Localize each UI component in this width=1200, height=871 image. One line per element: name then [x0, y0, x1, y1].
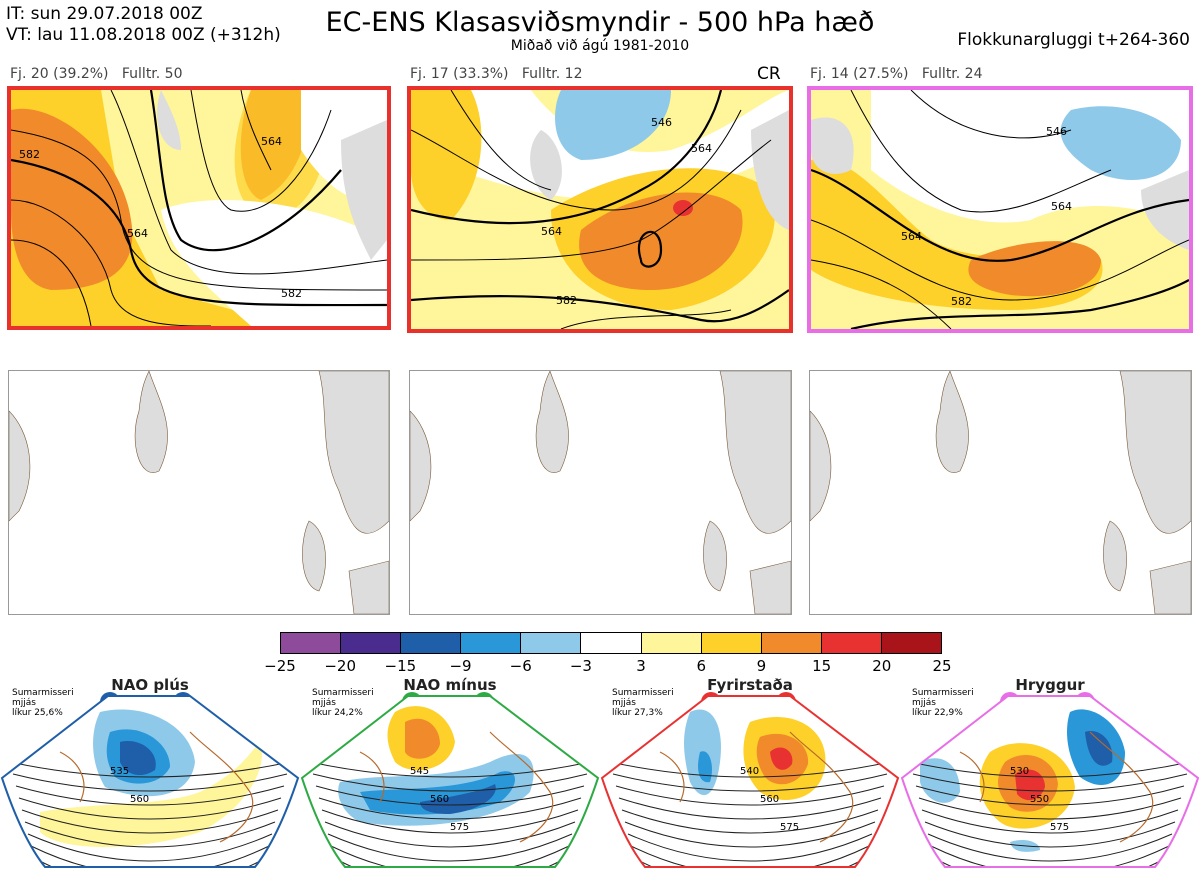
c1-contour-582: 582 — [19, 148, 40, 161]
regime-contour-label: 540 — [740, 766, 759, 777]
page-title: EC-ENS Klasasviðsmyndir - 500 hPa hæð — [325, 7, 875, 38]
regime-map: 535 560 — [0, 695, 300, 868]
regime-contour-label: 575 — [450, 822, 469, 833]
regime-contour-label: 560 — [130, 794, 149, 805]
colorbar-tick-label: 20 — [872, 657, 892, 675]
cluster-2-tag: CR — [757, 64, 781, 84]
regime-info: Sumarmisseri mjjás líkur 22,9% — [912, 688, 974, 718]
colorbar-tick-label: 3 — [636, 657, 646, 675]
regime-contour-label: 550 — [1030, 794, 1049, 805]
valid-time: VT: lau 11.08.2018 00Z (+312h) — [6, 25, 281, 45]
cluster-2-map-svg: 564 582 564 546 — [411, 90, 789, 329]
c1-contour-564b: 564 — [261, 135, 282, 148]
colorbar-swatch — [520, 633, 581, 653]
colorbar-swatch — [580, 633, 641, 653]
c1-contour-582b: 582 — [281, 287, 302, 300]
regime-contour-label: 560 — [430, 794, 449, 805]
c3-contour-564: 564 — [901, 230, 922, 243]
cluster-1-map-svg: 564 582 582 564 — [11, 90, 387, 326]
colorbar-swatch — [880, 633, 942, 653]
empty-map-2-svg — [410, 371, 791, 614]
regime-contour-label: 530 — [1010, 766, 1029, 777]
colorbar-swatch — [760, 633, 821, 653]
colorbar-tick-label: −9 — [449, 657, 472, 675]
colorbar-swatch — [640, 633, 701, 653]
regime-title: NAO mínus — [403, 676, 497, 694]
regime-contour-label: 545 — [410, 766, 429, 777]
regime-info: Sumarmisseri mjjás líkur 27,3% — [612, 688, 674, 718]
regime-info: Sumarmisseri mjjás líkur 25,6% — [12, 688, 74, 718]
empty-map-3-svg — [810, 371, 1191, 614]
c2-contour-546: 546 — [651, 116, 672, 129]
colorbar-tick-label: −3 — [569, 657, 592, 675]
init-time: IT: sun 29.07.2018 00Z — [6, 4, 203, 24]
cluster-1-label: Fj. 20 (39.2%) Fulltr. 50 — [10, 66, 183, 82]
regime-title: Hryggur — [1015, 676, 1085, 694]
empty-map-2 — [409, 370, 792, 615]
regime-title: Fyrirstaða — [707, 676, 793, 694]
cluster-3-map: 564 582 564 546 — [807, 86, 1193, 333]
regime-map: 540 560 575 — [600, 695, 900, 868]
colorbar-tick-label: −25 — [264, 657, 296, 675]
empty-map-1 — [8, 370, 390, 615]
regime-contour-label: 575 — [1050, 822, 1069, 833]
colorbar-swatch — [700, 633, 761, 653]
colorbar — [280, 632, 942, 654]
colorbar-tick-label: 15 — [812, 657, 832, 675]
c3-contour-546: 546 — [1046, 125, 1067, 138]
header-info: IT: sun 29.07.2018 00Z VT: lau 11.08.201… — [6, 4, 281, 46]
regime-contour-label: 575 — [780, 822, 799, 833]
empty-map-1-svg — [9, 371, 389, 614]
regime-title: NAO plús — [111, 676, 189, 694]
c2-contour-564: 564 — [541, 225, 562, 238]
colorbar-tick-label: −15 — [384, 657, 417, 675]
colorbar-tick-label: 25 — [932, 657, 952, 675]
c2-contour-564b: 564 — [691, 142, 712, 155]
cluster-2-label: Fj. 17 (33.3%) Fulltr. 12 — [410, 66, 583, 82]
c2-contour-582: 582 — [556, 294, 577, 307]
colorbar-tick-label: 6 — [696, 657, 707, 675]
colorbar-swatch — [281, 633, 341, 653]
page-subtitle: Miðað við ágú 1981-2010 — [510, 38, 690, 54]
empty-map-3 — [809, 370, 1192, 615]
colorbar-tick-label: 9 — [756, 657, 767, 675]
c1-contour-564: 564 — [127, 227, 148, 240]
cluster-3-label: Fj. 14 (27.5%) Fulltr. 24 — [810, 66, 983, 82]
cluster-1-map: 564 582 582 564 — [7, 86, 391, 330]
c3-contour-582: 582 — [951, 295, 972, 308]
regime-map: 545 560 575 — [300, 695, 600, 868]
colorbar-swatch — [820, 633, 881, 653]
regime-info: Sumarmisseri mjjás líkur 24,2% — [312, 688, 374, 718]
classification-window: Flokkunargluggi t+264-360 — [957, 30, 1190, 50]
colorbar-swatch — [460, 633, 521, 653]
cluster-3-map-svg: 564 582 564 546 — [811, 90, 1189, 329]
regime-contour-label: 560 — [760, 794, 779, 805]
colorbar-tick-label: −6 — [509, 657, 532, 675]
cluster-2-map: 564 582 564 546 — [407, 86, 793, 333]
colorbar-swatch — [400, 633, 461, 653]
c3-contour-564b: 564 — [1051, 200, 1072, 213]
colorbar-swatch — [340, 633, 401, 653]
regime-map: 530 550 575 — [900, 695, 1200, 868]
colorbar-tick-label: −20 — [324, 657, 356, 675]
regime-contour-label: 535 — [110, 766, 129, 777]
